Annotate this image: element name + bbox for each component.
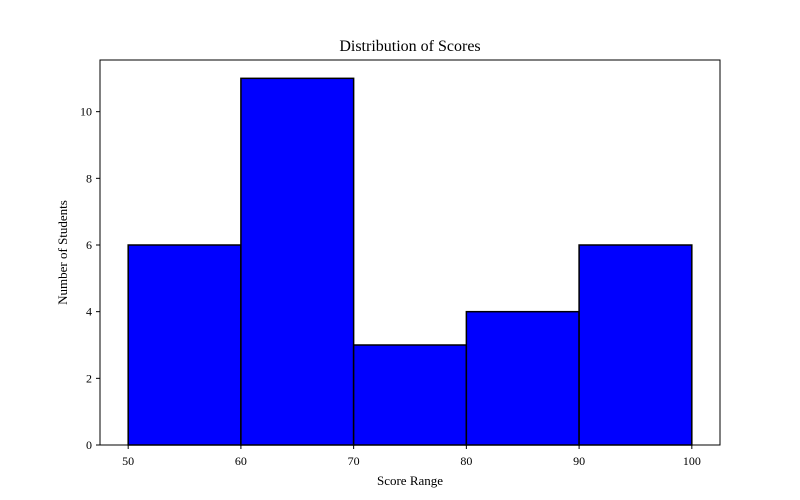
x-axis-ticks: 50 60 70 80 90 100 xyxy=(122,445,701,468)
x-tick-label-2: 70 xyxy=(348,454,360,468)
histogram-bar-4 xyxy=(578,244,693,446)
y-tick-label-5: 10 xyxy=(80,105,92,119)
histogram-bar-2 xyxy=(352,344,468,446)
chart-title: Distribution of Scores xyxy=(339,38,480,55)
x-axis-label: Score Range xyxy=(377,473,443,488)
y-tick-label-4: 8 xyxy=(86,171,92,185)
x-tick-label-1: 60 xyxy=(235,454,247,468)
x-tick-label-3: 80 xyxy=(460,454,472,468)
y-tick-label-2: 4 xyxy=(86,305,92,319)
y-tick-label-0: 0 xyxy=(86,438,92,452)
plot-frame xyxy=(99,59,721,446)
y-tick-label-3: 6 xyxy=(86,238,92,252)
histogram-bar-1 xyxy=(240,77,355,446)
histogram-bar-0 xyxy=(127,244,242,446)
x-tick-label-0: 50 xyxy=(122,454,134,468)
x-tick-label-5: 100 xyxy=(683,454,701,468)
y-axis-ticks: 0 2 4 6 8 10 xyxy=(80,105,100,452)
x-tick-label-4: 90 xyxy=(573,454,585,468)
y-axis-label: Number of Students xyxy=(55,200,70,305)
histogram-bar-3 xyxy=(465,310,580,446)
bars-group xyxy=(127,77,693,446)
y-tick-label-1: 2 xyxy=(86,371,92,385)
